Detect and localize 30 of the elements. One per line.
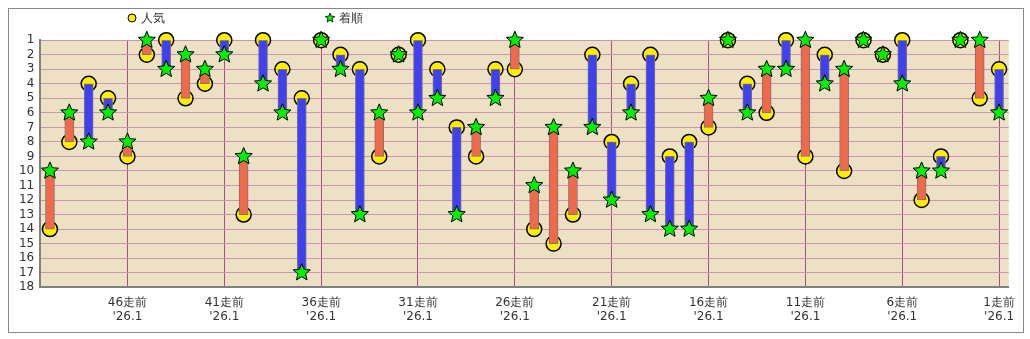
y-tick-label: 5: [26, 90, 35, 105]
y-tick-label: 4: [26, 75, 35, 90]
y-tick-label: 14: [18, 221, 35, 236]
y-tick-label: 3: [26, 61, 35, 76]
x-tick-label: 11走前 '26.1: [785, 294, 826, 323]
y-tick-label: 2: [26, 46, 35, 61]
y-tick-label: 17: [18, 264, 35, 279]
y-tick-label: 7: [26, 119, 35, 134]
legend-label: 人気: [140, 9, 165, 27]
y-tick-label: 18: [18, 279, 35, 294]
x-tick-label: 6走前 '26.1: [886, 294, 919, 323]
y-tick-label: 10: [18, 163, 35, 178]
y-tick-label: 16: [18, 250, 35, 265]
y-tick-label: 12: [18, 192, 35, 207]
legend-label: 着順: [338, 9, 363, 27]
y-tick-label: 1: [26, 32, 35, 47]
x-tick-label: 36走前 '26.1: [301, 294, 341, 323]
y-tick-label: 6: [26, 104, 35, 119]
x-tick-label: 46走前 '26.1: [107, 294, 148, 323]
x-tick-label: 26走前 '26.1: [495, 294, 535, 323]
y-tick-label: 13: [18, 206, 35, 221]
x-tick-label: 1走前 '26.1: [983, 294, 1015, 323]
y-tick-label: 15: [18, 235, 35, 250]
y-tick-label: 8: [26, 134, 35, 149]
y-tick-label: 11: [18, 177, 35, 192]
x-tick-label: 41走前 '26.1: [204, 294, 244, 323]
x-tick-label: 21走前 '26.1: [592, 294, 632, 323]
x-tick-label: 31走前 '26.1: [398, 294, 438, 323]
y-tick-label: 9: [26, 148, 35, 163]
x-tick-label: 16走前 '26.1: [688, 294, 729, 323]
